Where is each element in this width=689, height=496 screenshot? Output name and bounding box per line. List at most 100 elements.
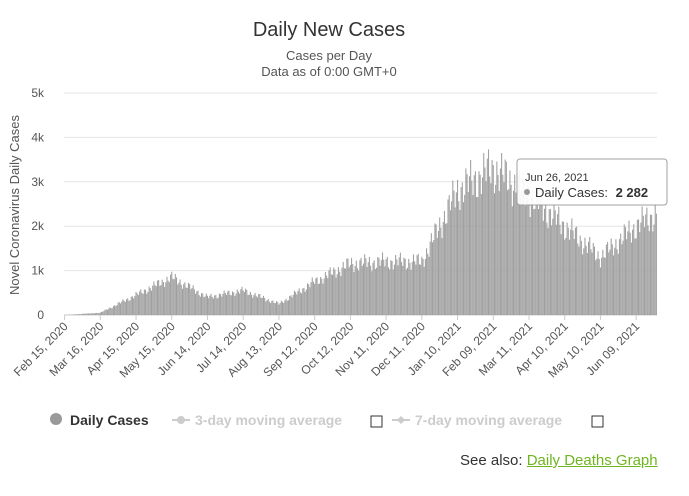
bar[interactable]	[329, 267, 331, 315]
bar[interactable]	[649, 214, 651, 315]
bar[interactable]	[105, 309, 107, 315]
bar[interactable]	[610, 238, 612, 315]
bar[interactable]	[543, 208, 546, 315]
bar[interactable]	[630, 242, 632, 315]
bar[interactable]	[181, 288, 184, 315]
bar[interactable]	[155, 286, 157, 315]
bar[interactable]	[641, 206, 643, 315]
bar[interactable]	[185, 287, 187, 315]
bar[interactable]	[95, 313, 97, 315]
bar[interactable]	[171, 271, 173, 315]
bar[interactable]	[389, 269, 391, 315]
bar[interactable]	[108, 308, 110, 315]
bar[interactable]	[549, 208, 551, 315]
bar[interactable]	[493, 193, 495, 315]
bar[interactable]	[640, 222, 642, 315]
bar[interactable]	[189, 283, 191, 315]
bar[interactable]	[577, 243, 579, 315]
bar[interactable]	[646, 207, 648, 315]
bar[interactable]	[86, 313, 88, 315]
bar[interactable]	[276, 301, 278, 315]
bar[interactable]	[383, 259, 385, 315]
bar[interactable]	[299, 292, 301, 315]
bar[interactable]	[77, 314, 79, 315]
bar[interactable]	[342, 261, 344, 315]
bar[interactable]	[75, 314, 78, 315]
bar[interactable]	[473, 175, 475, 315]
bar[interactable]	[295, 292, 297, 315]
bar[interactable]	[140, 289, 142, 315]
bar[interactable]	[168, 282, 170, 315]
bar[interactable]	[153, 281, 155, 315]
bar[interactable]	[441, 237, 443, 315]
bar[interactable]	[290, 295, 292, 315]
bar[interactable]	[557, 214, 559, 315]
bar[interactable]	[367, 262, 369, 315]
bar[interactable]	[540, 187, 542, 315]
bar[interactable]	[128, 300, 130, 315]
bar[interactable]	[636, 219, 638, 315]
bar[interactable]	[397, 265, 399, 315]
bar[interactable]	[537, 209, 540, 315]
bar[interactable]	[314, 283, 316, 315]
bar[interactable]	[582, 254, 584, 315]
bar[interactable]	[242, 290, 244, 315]
bar[interactable]	[355, 260, 357, 315]
bar[interactable]	[554, 210, 556, 315]
bar[interactable]	[453, 190, 455, 315]
bar[interactable]	[162, 282, 164, 315]
bar[interactable]	[392, 269, 394, 315]
bar[interactable]	[277, 302, 279, 315]
bar[interactable]	[555, 224, 557, 315]
bar[interactable]	[546, 222, 548, 315]
bar[interactable]	[265, 301, 267, 315]
bar[interactable]	[352, 264, 354, 315]
bar[interactable]	[447, 199, 449, 315]
bar[interactable]	[539, 201, 541, 315]
bar[interactable]	[471, 180, 473, 315]
bar[interactable]	[399, 252, 401, 315]
bar[interactable]	[368, 256, 370, 315]
bar[interactable]	[164, 286, 166, 315]
bar[interactable]	[559, 224, 561, 315]
bar[interactable]	[451, 201, 453, 315]
bar[interactable]	[484, 167, 486, 316]
bar[interactable]	[655, 213, 657, 315]
bar[interactable]	[92, 313, 94, 315]
bar[interactable]	[561, 221, 563, 315]
bar[interactable]	[247, 295, 249, 315]
bar[interactable]	[520, 192, 522, 315]
bar[interactable]	[443, 210, 445, 315]
bar[interactable]	[345, 268, 347, 315]
bar[interactable]	[380, 260, 382, 315]
bar[interactable]	[483, 153, 485, 315]
bar[interactable]	[160, 285, 162, 315]
bar[interactable]	[514, 174, 516, 315]
bar[interactable]	[104, 309, 106, 315]
bar[interactable]	[621, 244, 623, 315]
bar[interactable]	[417, 253, 419, 315]
bar[interactable]	[89, 313, 91, 315]
bar[interactable]	[372, 262, 374, 315]
bar[interactable]	[358, 270, 360, 315]
bar[interactable]	[142, 293, 144, 315]
bar[interactable]	[226, 294, 228, 315]
bar[interactable]	[97, 313, 99, 315]
bar[interactable]	[524, 205, 526, 315]
bar[interactable]	[573, 238, 575, 315]
bar[interactable]	[154, 285, 156, 315]
bar[interactable]	[497, 174, 499, 315]
bar[interactable]	[512, 190, 515, 315]
bar[interactable]	[499, 168, 501, 315]
bar[interactable]	[260, 297, 262, 315]
bar[interactable]	[517, 175, 519, 315]
bar[interactable]	[379, 265, 381, 315]
bar[interactable]	[131, 296, 133, 315]
bar[interactable]	[298, 288, 300, 315]
bar[interactable]	[562, 221, 565, 315]
bar[interactable]	[515, 192, 517, 315]
bar[interactable]	[553, 201, 555, 315]
bar[interactable]	[566, 222, 568, 315]
bar[interactable]	[285, 298, 287, 315]
bar[interactable]	[278, 304, 280, 315]
